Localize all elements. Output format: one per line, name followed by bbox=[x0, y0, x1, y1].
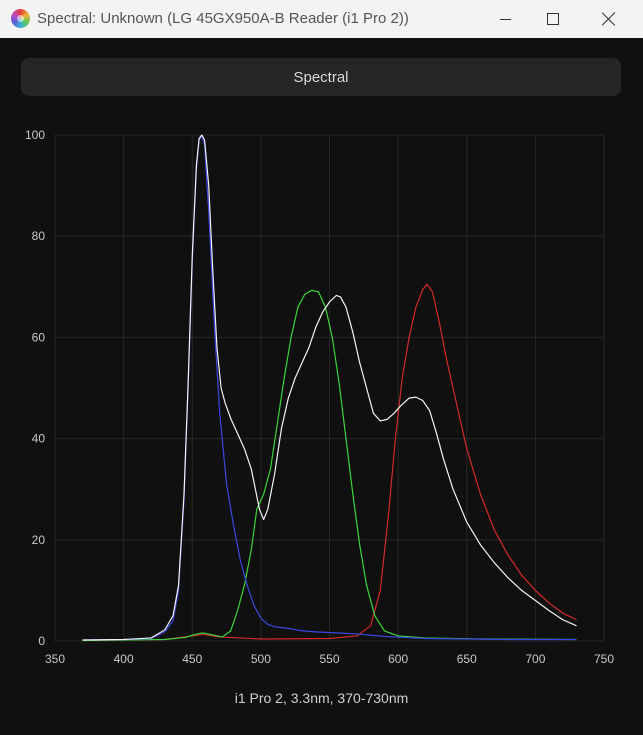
chart-axes: 350 400 450 500 550 600 650 700 750 0 20 40 60 80 100 bbox=[25, 128, 614, 666]
x-tick-label: 450 bbox=[182, 652, 202, 666]
maximize-icon bbox=[547, 13, 559, 25]
window-title: Spectral: Unknown (LG 45GX950A-B Reader … bbox=[37, 10, 409, 27]
y-tick-label: 40 bbox=[32, 432, 46, 446]
y-tick-label: 80 bbox=[32, 229, 46, 243]
series-line-3 bbox=[82, 134, 577, 641]
app-logo-icon bbox=[11, 9, 30, 28]
close-button[interactable] bbox=[585, 0, 633, 38]
close-icon bbox=[602, 12, 616, 26]
x-tick-label: 550 bbox=[319, 652, 339, 666]
y-tick-label: 60 bbox=[32, 330, 46, 344]
y-tick-label: 100 bbox=[25, 128, 45, 142]
tab-spectral[interactable]: Spectral bbox=[21, 58, 621, 96]
maximize-button[interactable] bbox=[529, 0, 577, 38]
chart-caption: i1 Pro 2, 3.3nm, 370-730nm bbox=[234, 690, 409, 706]
tab-label: Spectral bbox=[293, 68, 349, 86]
series-line-0 bbox=[82, 283, 577, 642]
series-line-1 bbox=[82, 289, 577, 642]
spectral-chart: 350 400 450 500 550 600 650 700 750 0 20 40 60 80 100 bbox=[25, 128, 614, 666]
minimize-icon bbox=[499, 18, 511, 20]
x-tick-label: 700 bbox=[525, 652, 545, 666]
minimize-button[interactable] bbox=[481, 0, 529, 38]
x-tick-label: 500 bbox=[251, 652, 271, 666]
x-tick-label: 650 bbox=[457, 652, 477, 666]
chart-grid bbox=[54, 134, 605, 642]
x-tick-label: 350 bbox=[45, 652, 65, 666]
y-tick-label: 0 bbox=[38, 634, 45, 648]
x-tick-label: 600 bbox=[388, 652, 408, 666]
y-tick-label: 20 bbox=[32, 533, 46, 547]
x-tick-label: 400 bbox=[114, 652, 134, 666]
x-tick-label: 750 bbox=[594, 652, 614, 666]
chart-series bbox=[82, 134, 577, 642]
title-bar: Spectral: Unknown (LG 45GX950A-B Reader … bbox=[0, 0, 643, 38]
